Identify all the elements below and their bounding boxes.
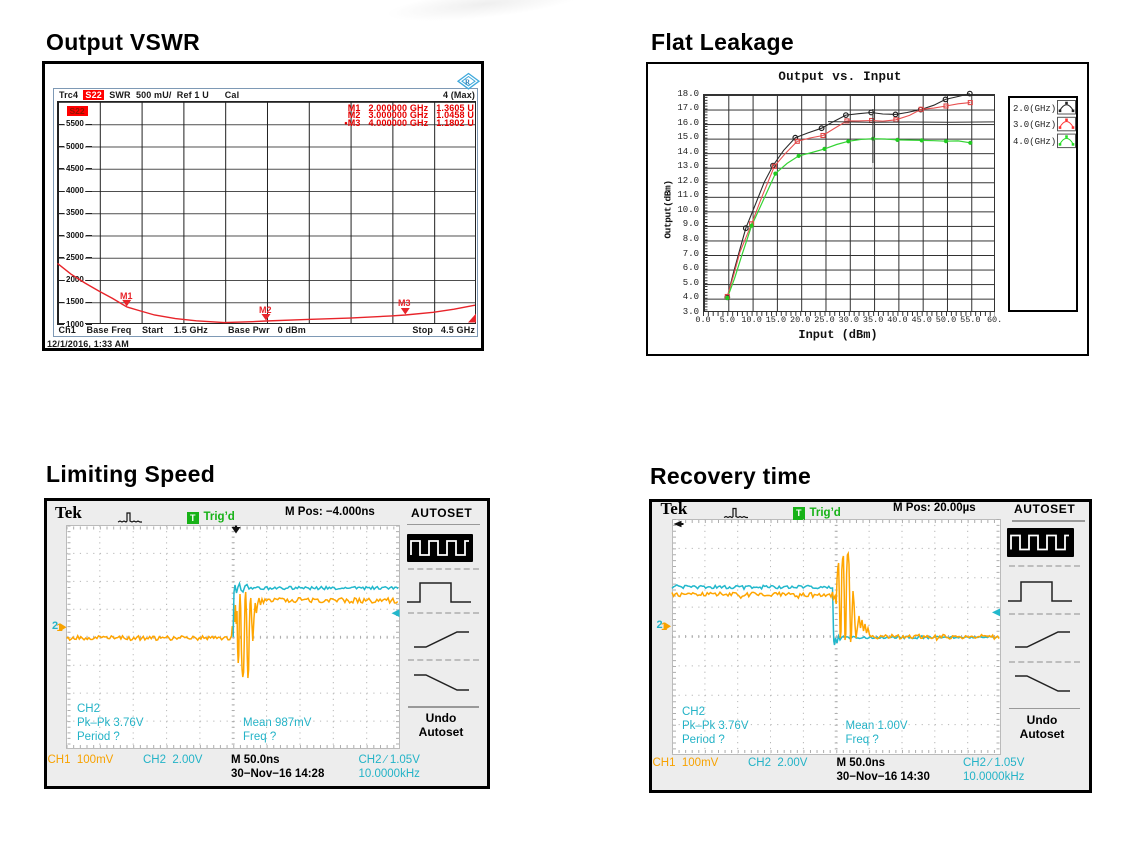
svg-text:M2: M2 [259, 305, 272, 315]
svg-text:R: R [465, 79, 471, 87]
svg-text:M3: M3 [398, 298, 411, 308]
svg-text:M1: M1 [120, 291, 133, 301]
